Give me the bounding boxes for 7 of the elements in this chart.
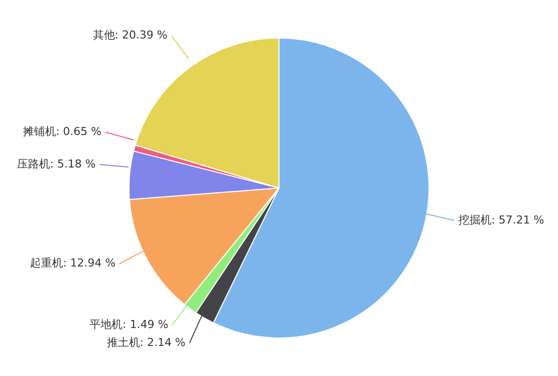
slice-label: 挖掘机: 57.21 % (458, 213, 544, 226)
slice-label: 摊铺机: 0.65 % (22, 125, 102, 138)
slice-label: 推土机: 2.14 % (106, 336, 186, 349)
slice-label: 起重机: 12.94 % (30, 256, 116, 270)
slice-label: 压路机: 5.18 % (17, 158, 96, 171)
slice-label: 其他: 20.39 % (92, 28, 168, 42)
slice-label: 平地机: 1.49 % (90, 318, 168, 331)
